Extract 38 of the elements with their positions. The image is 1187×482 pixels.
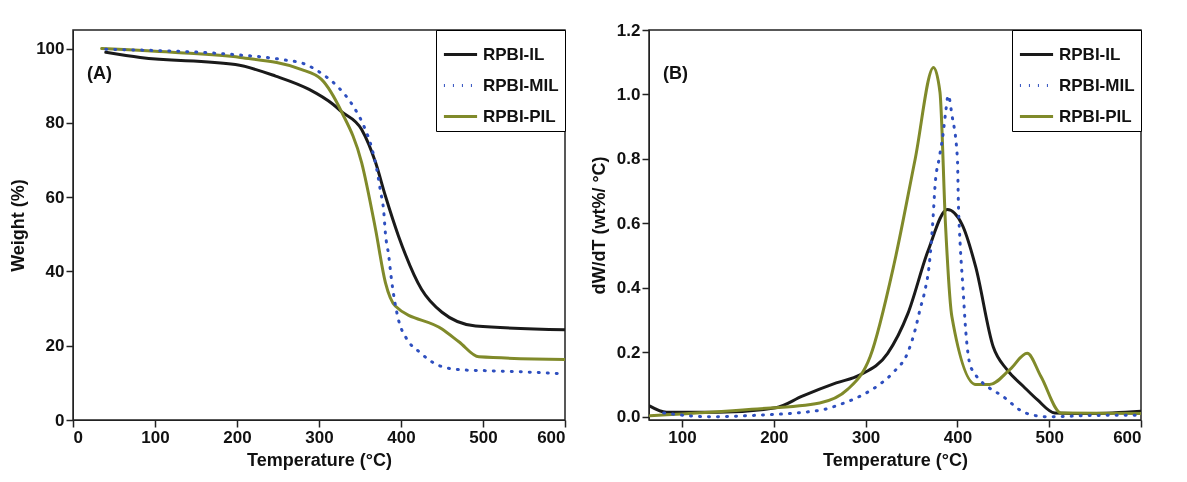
x-tick-label: 300 (851, 427, 881, 447)
y-tick-label: 60 (45, 187, 65, 207)
y-tick-label: 1.0 (616, 84, 641, 104)
y-tick-label: 0.4 (616, 278, 642, 298)
x-tick-label: 400 (943, 427, 973, 447)
y-tick-label: 0.0 (616, 407, 641, 427)
legend-label: RPBI-IL (1059, 44, 1121, 64)
y-tick-label: 0.8 (616, 149, 641, 169)
y-tick-label: 1.2 (616, 20, 641, 40)
x-tick-label: 200 (760, 427, 789, 447)
x-tick-label: 100 (668, 427, 697, 447)
x-tick-label: 500 (1035, 427, 1064, 447)
x-tick-label: 0 (73, 427, 83, 447)
y-axis-title: Weight (%) (8, 179, 29, 272)
x-tick-label: 500 (469, 427, 498, 447)
x-tick-label: 400 (387, 427, 416, 447)
annotation: (B) (663, 63, 688, 83)
x-axis-title: Temperature (°C) (247, 449, 392, 470)
legend-label: RPBI-MIL (1059, 75, 1135, 95)
y-tick-label: 40 (45, 261, 65, 281)
x-tick-label: 100 (141, 427, 170, 447)
annotation: (A) (87, 63, 112, 83)
legend-label: RPBI-MIL (483, 75, 559, 95)
y-tick-label: 0 (55, 410, 65, 430)
y-tick-label: 0.6 (616, 213, 641, 233)
x-tick-label: 600 (537, 427, 566, 447)
y-tick-label: 20 (45, 336, 65, 356)
x-axis-title: Temperature (°C) (823, 449, 968, 470)
x-tick-label: 300 (305, 427, 334, 447)
legend-label: RPBI-PIL (1059, 106, 1132, 126)
legend-label: RPBI-IL (483, 44, 545, 64)
x-tick-label: 600 (1113, 427, 1142, 447)
legend-label: RPBI-PIL (483, 106, 556, 126)
x-tick-label: 200 (223, 427, 252, 447)
y-tick-label: 100 (36, 39, 65, 59)
y-axis-title: dW/dT (wt%/ °C) (588, 156, 609, 295)
y-tick-label: 80 (45, 113, 65, 133)
y-tick-label: 0.2 (616, 342, 641, 362)
